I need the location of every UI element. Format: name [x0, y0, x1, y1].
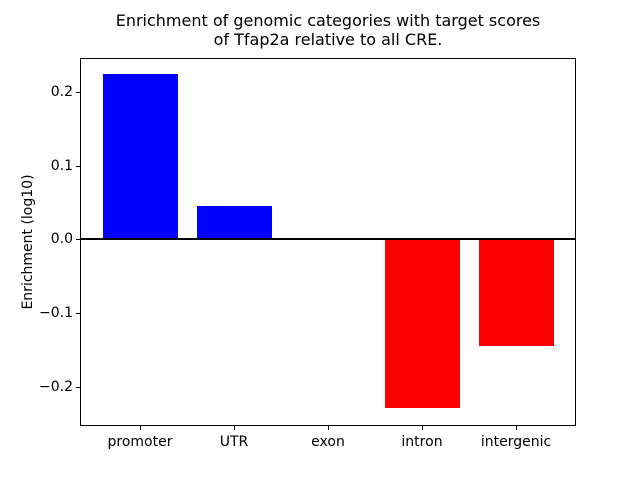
y-tick-mark — [76, 386, 80, 388]
y-tick-label: −0.1 — [39, 305, 73, 322]
bar-UTR — [196, 206, 272, 240]
x-tick-mark — [140, 426, 141, 430]
zero-line — [81, 238, 575, 241]
y-tick-label: 0.2 — [50, 83, 73, 100]
x-tick-mark — [328, 426, 329, 430]
x-tick-label-exon: exon — [311, 434, 345, 450]
y-tick-label: −0.2 — [39, 378, 73, 395]
bar-intron — [384, 239, 460, 408]
plot-area — [80, 58, 576, 426]
bar-intergenic — [478, 239, 554, 347]
x-tick-label-UTR: UTR — [219, 434, 249, 450]
y-tick-mark — [76, 165, 80, 167]
chart-title-line-2: of Tfap2a relative to all CRE. — [213, 29, 443, 49]
y-tick-mark — [76, 91, 80, 93]
chart-title-line-1: Enrichment of genomic categories with ta… — [115, 11, 541, 30]
y-tick-label: 0.1 — [50, 157, 73, 174]
chart-title: Enrichment of genomic categories with ta… — [80, 11, 576, 50]
y-tick-label: 0.0 — [50, 231, 73, 248]
y-tick-mark — [76, 313, 80, 315]
x-tick-mark — [516, 426, 517, 430]
x-tick-label-intron: intron — [401, 434, 443, 450]
x-tick-mark — [234, 426, 235, 430]
y-tick-mark — [76, 239, 80, 241]
x-tick-label-promoter: promoter — [107, 434, 173, 450]
bar-promoter — [102, 74, 178, 240]
x-tick-label-intergenic: intergenic — [480, 434, 552, 450]
x-tick-mark — [422, 426, 423, 430]
